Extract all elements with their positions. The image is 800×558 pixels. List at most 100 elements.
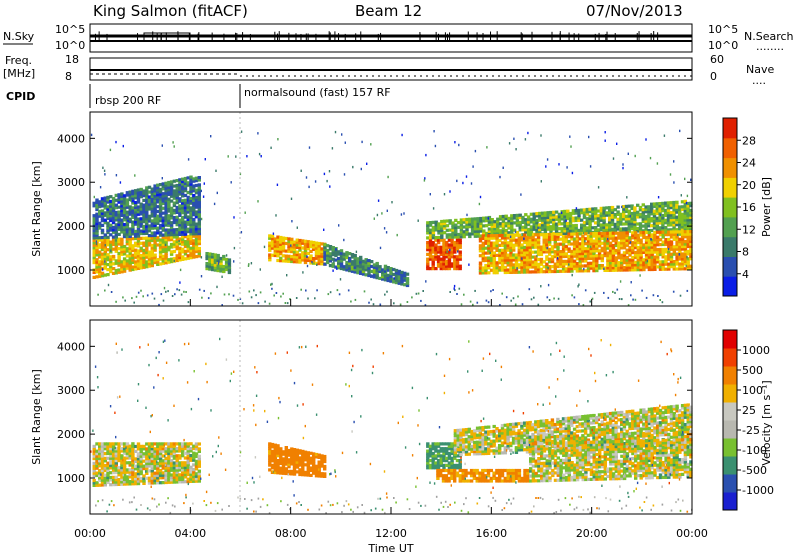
range-gate-cell: [255, 294, 257, 296]
range-gate-cell: [471, 182, 472, 184]
range-gate-cell: [246, 155, 247, 157]
range-gate-cell: [173, 250, 176, 253]
range-gate-cell: [222, 255, 225, 258]
range-gate-cell: [583, 509, 585, 511]
range-gate-cell: [681, 194, 682, 196]
range-gate-cell: [332, 270, 333, 272]
range-gate-cell: [506, 296, 508, 298]
range-gate-cell: [339, 293, 341, 295]
range-gate-cell: [340, 252, 341, 254]
range-gate-cell: [203, 290, 205, 292]
range-gate-cell: [608, 297, 610, 299]
range-gate-cell: [447, 251, 448, 253]
range-gate-cell: [253, 289, 255, 291]
noise-right-tick-bottom: 10^0: [708, 39, 738, 52]
range-gate-cell: [104, 170, 105, 172]
range-gate-cell: [540, 497, 542, 499]
range-gate-cell: [480, 196, 481, 198]
range-gate-cell: [167, 290, 169, 292]
range-gate-cell: [187, 229, 188, 231]
range-gate-cell: [306, 176, 307, 178]
range-gate-cell: [316, 264, 317, 266]
range-gate-cell: [174, 145, 175, 147]
range-gate-cell: [226, 254, 227, 256]
range-gate-cell: [458, 144, 459, 146]
range-gate-cell: [657, 295, 659, 297]
range-gate-cell: [583, 268, 584, 270]
range-gate-cell: [641, 509, 643, 511]
range-gate-cell: [540, 285, 541, 287]
range-gate-cell: [488, 217, 489, 219]
range-gate-cell: [306, 256, 307, 258]
range-gate-cell: [214, 203, 215, 205]
range-gate-cell: [246, 508, 248, 510]
range-gate-cell: [328, 501, 330, 503]
range-gate-cell: [341, 133, 342, 135]
range-gate-cell: [406, 273, 409, 276]
range-gate-cell: [370, 143, 371, 145]
range-gate-cell: [459, 288, 461, 290]
range-gate-cell: [589, 301, 591, 303]
range-gate-cell: [108, 284, 109, 286]
range-gate-cell: [240, 498, 242, 500]
range-gate-cell: [106, 273, 109, 276]
range-gate-cell: [165, 291, 167, 293]
range-gate-cell: [574, 508, 576, 510]
range-gate-cell: [537, 227, 538, 229]
range-gate-cell: [690, 179, 691, 181]
range-gate-cell: [302, 271, 303, 273]
range-gate-cell: [468, 511, 470, 513]
range-gate-cell: [650, 509, 652, 511]
range-gate-cell: [653, 505, 655, 507]
range-gate-cell: [205, 158, 206, 160]
range-gate-cell: [501, 293, 503, 295]
range-gate-cell: [162, 177, 163, 179]
range-gate-cell: [216, 286, 217, 288]
range-gate-cell: [104, 260, 105, 262]
range-gate-cell: [102, 499, 104, 501]
range-gate-cell: [626, 231, 629, 234]
range-gate-cell: [291, 220, 292, 222]
range-gate-cell: [510, 236, 511, 238]
y-tick-label: 1000: [57, 264, 85, 277]
range-gate-cell: [96, 240, 97, 242]
range-gate-cell: [558, 298, 560, 300]
range-gate-cell: [662, 504, 664, 506]
range-gate-cell: [319, 509, 321, 511]
range-gate-cell: [619, 298, 621, 300]
range-gate-cell: [612, 291, 614, 293]
range-gate-cell: [525, 138, 526, 140]
range-gate-cell: [258, 302, 260, 304]
range-gate-cell: [619, 500, 621, 502]
range-gate-cell: [323, 465, 326, 468]
range-gate-cell: [566, 166, 567, 168]
range-gate-cell: [104, 290, 106, 292]
range-gate-cell: [323, 229, 324, 231]
range-gate-cell: [287, 504, 289, 506]
range-gate-cell: [479, 203, 480, 205]
range-gate-cell: [323, 472, 326, 475]
range-gate-cell: [116, 174, 117, 176]
range-gate-cell: [686, 256, 687, 258]
range-gate-cell: [188, 301, 190, 303]
range-gate-cell: [147, 507, 149, 509]
range-gate-cell: [296, 297, 298, 299]
range-gate-cell: [122, 499, 124, 501]
y-tick-label: 3000: [57, 176, 85, 189]
range-gate-cell: [575, 224, 578, 227]
range-gate-cell: [316, 289, 318, 291]
range-gate-cell: [198, 442, 201, 445]
range-gate-cell: [96, 243, 97, 245]
range-gate-cell: [488, 301, 490, 303]
range-gate-cell: [264, 301, 266, 303]
range-gate-cell: [463, 294, 465, 296]
range-gate-cell: [341, 511, 343, 513]
range-gate-cell: [122, 296, 124, 298]
range-gate-cell: [228, 505, 230, 507]
range-gate-cell: [401, 213, 402, 215]
range-gate-cell: [285, 302, 287, 304]
range-gate-cell: [459, 265, 462, 268]
range-gate-cell: [630, 294, 632, 296]
range-gate-cell: [138, 292, 140, 294]
range-gate-cell: [330, 504, 332, 506]
